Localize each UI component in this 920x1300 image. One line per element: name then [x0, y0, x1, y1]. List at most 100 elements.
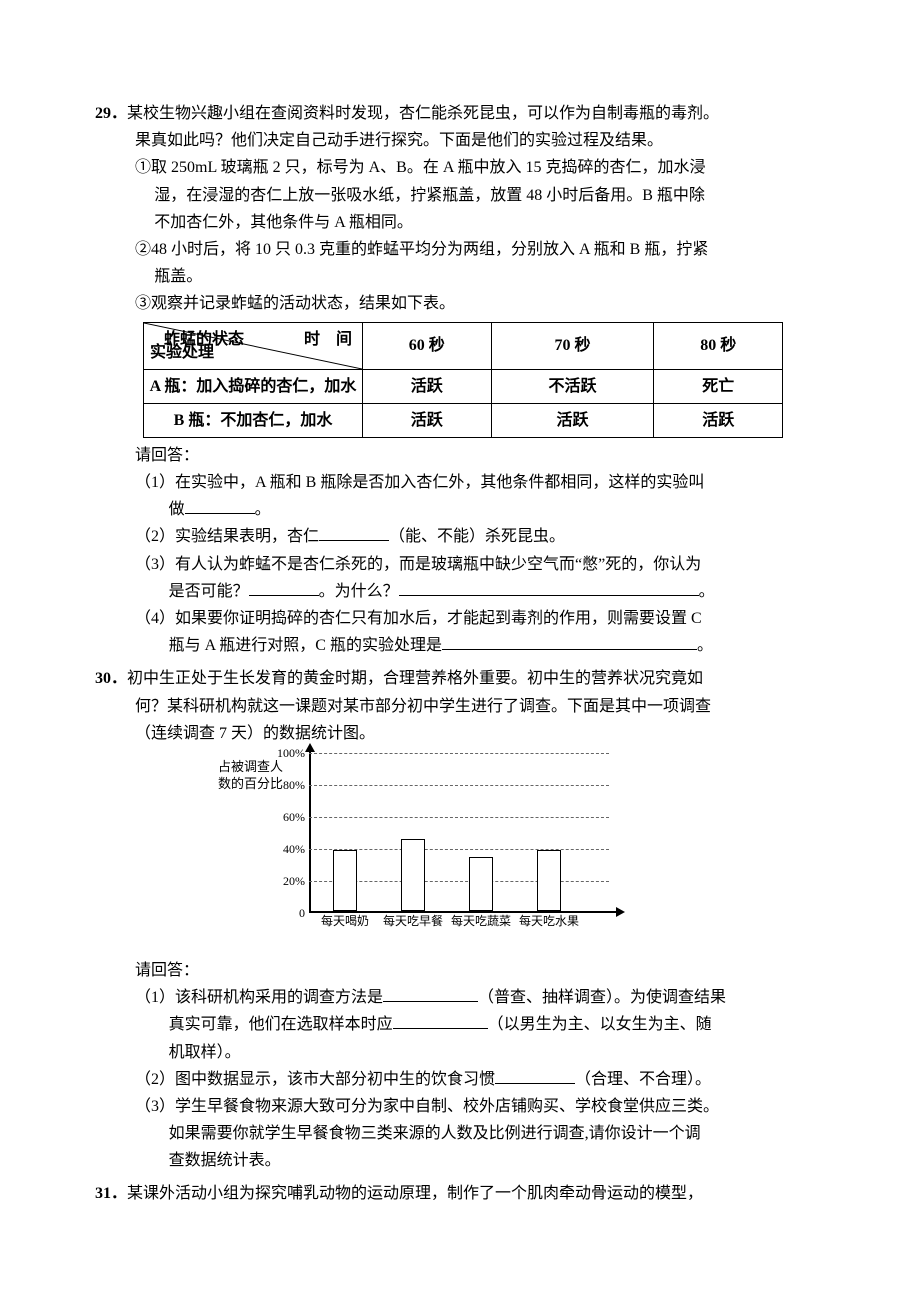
x-tick-label: 每天吃蔬菜	[448, 911, 514, 931]
q29-intro2: 果真如此吗？他们决定自己动手进行探究。下面是他们的实验过程及结果。	[95, 127, 825, 154]
y-tick-label: 100%	[269, 743, 305, 763]
q29-answer-intro: 请回答：	[95, 442, 825, 469]
q29-a1b-prefix: 做	[169, 501, 185, 518]
y-tick-label: 20%	[269, 871, 305, 891]
q30-a1b-suffix: （以男生为主、以女生为主、随	[488, 1016, 712, 1033]
bar	[537, 850, 561, 911]
q29-step2a: ②48 小时后，将 10 只 0.3 克重的蚱蜢平均分为两组，分别放入 A 瓶和…	[95, 236, 825, 263]
diag-time-label: 时 间	[304, 326, 352, 353]
cell: 死亡	[654, 369, 783, 403]
q29-table: 蚱蜢的状态 时 间 实验处理 60 秒 70 秒 80 秒 A 瓶：加入捣碎的杏…	[143, 322, 825, 438]
q29-a4b: 瓶与 A 瓶进行对照，C 瓶的实验处理是 。	[95, 632, 825, 659]
q29-step1b: 湿，在浸湿的杏仁上放一张吸水纸，拧紧瓶盖，放置 48 小时后备用。B 瓶中除	[95, 182, 825, 209]
y-axis	[309, 747, 311, 913]
col-60: 60 秒	[363, 322, 492, 369]
q29-step1c: 不加杏仁外，其他条件与 A 瓶相同。	[95, 209, 825, 236]
cell: 活跃	[363, 369, 492, 403]
blank	[249, 578, 319, 596]
q30-chart: 占被调查人 数的百分比 020%40%60%80%100%每天喝奶每天吃早餐每天…	[199, 753, 649, 953]
col-80: 80 秒	[654, 322, 783, 369]
q29-a3b: 是否可能？ 。为什么？ 。	[95, 578, 825, 605]
y-tick-label: 0	[269, 903, 305, 923]
col-70: 70 秒	[491, 322, 654, 369]
q29-number: 29．	[95, 105, 127, 122]
q30-number: 30．	[95, 670, 127, 687]
blank	[383, 984, 478, 1002]
blank	[495, 1066, 575, 1084]
table-header-row: 蚱蜢的状态 时 间 实验处理 60 秒 70 秒 80 秒	[144, 322, 783, 369]
x-tick-label: 每天吃早餐	[380, 911, 446, 931]
q29-a2-prefix: （2）实验结果表明，杏仁	[135, 528, 319, 545]
q29-a2-mid: （能、不能）杀死昆虫。	[389, 528, 565, 545]
chart-axes: 020%40%60%80%100%每天喝奶每天吃早餐每天吃蔬菜每天吃水果	[309, 753, 619, 913]
question-30: 30．初中生正处于生长发育的黄金时期，合理营养格外重要。初中生的营养状况究竟如 …	[95, 665, 825, 1174]
q29-step2b: 瓶盖。	[95, 263, 825, 290]
q30-a1b-prefix: 真实可靠，他们在选取样本时应	[169, 1016, 393, 1033]
question-29: 29．某校生物兴趣小组在查阅资料时发现，杏仁能杀死昆虫，可以作为自制毒瓶的毒剂。…	[95, 100, 825, 659]
question-31: 31．某课外活动小组为探究哺乳动物的运动原理，制作了一个肌肉牵动骨运动的模型，	[95, 1180, 825, 1207]
x-tick-label: 每天吃水果	[516, 911, 582, 931]
q29-a1b: 做。	[95, 496, 825, 523]
q29-a3b-suffix: 。	[699, 583, 715, 600]
bar	[333, 850, 357, 911]
q30-a1a-prefix: （1）该科研机构采用的调查方法是	[135, 989, 383, 1006]
q30-a3c: 查数据统计表。	[95, 1147, 825, 1174]
q30-a3a: （3）学生早餐食物来源大致可分为家中自制、校外店铺购买、学校食堂供应三类。	[95, 1093, 825, 1120]
q29-a1a: （1）在实验中，A 瓶和 B 瓶除是否加入杏仁外，其他条件都相同，这样的实验叫	[95, 469, 825, 496]
q30-intro1: 初中生正处于生长发育的黄金时期，合理营养格外重要。初中生的营养状况究竟如	[127, 670, 703, 687]
q30-a2-prefix: （2）图中数据显示，该市大部分初中生的饮食习惯	[135, 1071, 495, 1088]
q29-a3a: （3）有人认为蚱蜢不是杏仁杀死的，而是玻璃瓶中缺少空气而“憋”死的，你认为	[95, 551, 825, 578]
q29-step1a: ①取 250mL 玻璃瓶 2 只，标号为 A、B。在 A 瓶中放入 15 克捣碎…	[95, 154, 825, 181]
q29-step3: ③观察并记录蚱蜢的活动状态，结果如下表。	[95, 290, 825, 317]
blank	[442, 632, 697, 650]
q30-a1c: 机取样）。	[95, 1039, 825, 1066]
blank	[185, 496, 255, 514]
blank	[393, 1012, 488, 1030]
q30-a3b: 如果需要你就学生早餐食物三类来源的人数及比例进行调查,请你设计一个调	[95, 1120, 825, 1147]
q31-intro1: 某课外活动小组为探究哺乳动物的运动原理，制作了一个肌肉牵动骨运动的模型，	[127, 1185, 703, 1202]
q31-number: 31．	[95, 1185, 127, 1202]
blank	[319, 524, 389, 542]
q29-intro1: 某校生物兴趣小组在查阅资料时发现，杏仁能杀死昆虫，可以作为自制毒瓶的毒剂。	[127, 105, 719, 122]
table-row: A 瓶：加入捣碎的杏仁，加水 活跃 不活跃 死亡	[144, 369, 783, 403]
q30-a1a: （1）该科研机构采用的调查方法是 （普查、抽样调查）。为使调查结果	[95, 984, 825, 1011]
cell: 不活跃	[491, 369, 654, 403]
q30-a1a-suffix: （普查、抽样调查）。为使调查结果	[478, 989, 726, 1006]
y-tick-label: 80%	[269, 775, 305, 795]
bar	[469, 857, 493, 911]
q30-answer-intro: 请回答：	[95, 957, 825, 984]
q29-a4b-prefix: 瓶与 A 瓶进行对照，C 瓶的实验处理是	[169, 637, 442, 654]
table-row: B 瓶：不加杏仁，加水 活跃 活跃 活跃	[144, 403, 783, 437]
row-a-label: A 瓶：加入捣碎的杏仁，加水	[144, 369, 363, 403]
y-tick-label: 40%	[269, 839, 305, 859]
q29-line1: 29．某校生物兴趣小组在查阅资料时发现，杏仁能杀死昆虫，可以作为自制毒瓶的毒剂。	[95, 100, 825, 127]
q30-line1: 30．初中生正处于生长发育的黄金时期，合理营养格外重要。初中生的营养状况究竟如	[95, 665, 825, 692]
q29-a4a: （4）如果要你证明捣碎的杏仁只有加水后，才能起到毒剂的作用，则需要设置 C	[95, 605, 825, 632]
q29-a3b-mid: 。为什么？	[319, 583, 399, 600]
q29-a4b-suffix: 。	[697, 637, 713, 654]
q30-a2: （2）图中数据显示，该市大部分初中生的饮食习惯 （合理、不合理）。	[95, 1066, 825, 1093]
gridline	[309, 753, 609, 754]
x-tick-label: 每天喝奶	[312, 911, 378, 931]
q29-a3b-prefix: 是否可能？	[169, 583, 249, 600]
arrow-right-icon	[616, 907, 625, 917]
arrow-up-icon	[305, 743, 315, 752]
q30-intro2: 何？某科研机构就这一课题对某市部分初中学生进行了调查。下面是其中一项调查	[95, 693, 825, 720]
q29-a1b-suffix: 。	[255, 501, 271, 518]
y-tick-label: 60%	[269, 807, 305, 827]
q29-a2: （2）实验结果表明，杏仁 （能、不能）杀死昆虫。	[95, 523, 825, 550]
blank	[399, 578, 699, 596]
row-b-label: B 瓶：不加杏仁，加水	[144, 403, 363, 437]
gridline	[309, 785, 609, 786]
cell: 活跃	[363, 403, 492, 437]
diag-bot-label: 实验处理	[150, 339, 214, 366]
cell: 活跃	[654, 403, 783, 437]
q30-a2-suffix: （合理、不合理）。	[575, 1071, 711, 1088]
page: 29．某校生物兴趣小组在查阅资料时发现，杏仁能杀死昆虫，可以作为自制毒瓶的毒剂。…	[0, 0, 920, 1300]
diag-header-cell: 蚱蜢的状态 时 间 实验处理	[144, 322, 363, 369]
bar	[401, 839, 425, 911]
experiment-table: 蚱蜢的状态 时 间 实验处理 60 秒 70 秒 80 秒 A 瓶：加入捣碎的杏…	[143, 322, 783, 438]
q30-a1b: 真实可靠，他们在选取样本时应 （以男生为主、以女生为主、随	[95, 1011, 825, 1038]
gridline	[309, 817, 609, 818]
cell: 活跃	[491, 403, 654, 437]
